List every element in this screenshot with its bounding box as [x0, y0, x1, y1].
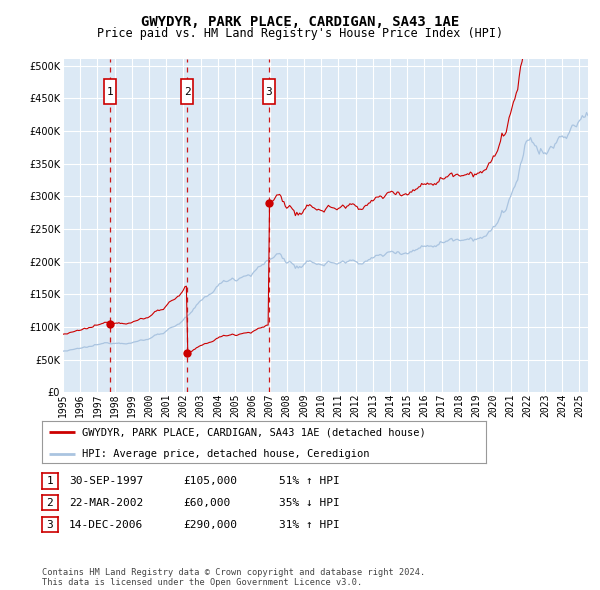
Text: 2: 2 — [46, 498, 53, 507]
Text: 31% ↑ HPI: 31% ↑ HPI — [279, 520, 340, 529]
Text: 51% ↑ HPI: 51% ↑ HPI — [279, 476, 340, 486]
Text: 35% ↓ HPI: 35% ↓ HPI — [279, 498, 340, 507]
Text: 1: 1 — [107, 87, 114, 97]
Text: 1: 1 — [46, 476, 53, 486]
Bar — [104, 79, 116, 104]
Text: 3: 3 — [265, 87, 272, 97]
Bar — [263, 79, 275, 104]
Text: 30-SEP-1997: 30-SEP-1997 — [69, 476, 143, 486]
Bar — [181, 79, 193, 104]
Text: 2: 2 — [184, 87, 191, 97]
Text: 14-DEC-2006: 14-DEC-2006 — [69, 520, 143, 529]
Text: HPI: Average price, detached house, Ceredigion: HPI: Average price, detached house, Cere… — [82, 449, 370, 459]
Text: £105,000: £105,000 — [183, 476, 237, 486]
Text: GWYDYR, PARK PLACE, CARDIGAN, SA43 1AE: GWYDYR, PARK PLACE, CARDIGAN, SA43 1AE — [141, 15, 459, 29]
Text: Price paid vs. HM Land Registry's House Price Index (HPI): Price paid vs. HM Land Registry's House … — [97, 27, 503, 40]
Text: £60,000: £60,000 — [183, 498, 230, 507]
Text: 3: 3 — [46, 520, 53, 529]
Text: GWYDYR, PARK PLACE, CARDIGAN, SA43 1AE (detached house): GWYDYR, PARK PLACE, CARDIGAN, SA43 1AE (… — [82, 427, 426, 437]
Text: 22-MAR-2002: 22-MAR-2002 — [69, 498, 143, 507]
Text: £290,000: £290,000 — [183, 520, 237, 529]
Text: Contains HM Land Registry data © Crown copyright and database right 2024.
This d: Contains HM Land Registry data © Crown c… — [42, 568, 425, 587]
